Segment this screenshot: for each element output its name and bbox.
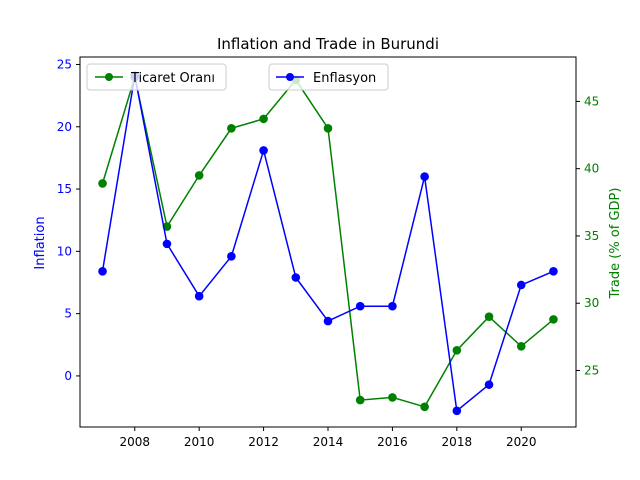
series-trade-point: [388, 393, 397, 402]
y-axis-right-label: Trade (% of GDP): [608, 188, 623, 300]
x-tick-label: 2014: [313, 435, 344, 449]
series-trade-point: [549, 315, 558, 324]
series-trade-point: [98, 179, 107, 188]
series-trade-point: [420, 402, 429, 412]
series-inflation-point: [549, 266, 558, 276]
series-inflation-point: [484, 380, 494, 389]
y-left-tick-label: 20: [57, 120, 72, 134]
x-axis: 2008 2010 2012 2014 2016 2018 2020: [119, 427, 537, 449]
legend-trade: Ticaret Oranı: [86, 63, 227, 91]
legend-inflation-label: Enflasyon: [313, 71, 376, 86]
y-left-tick-label: 10: [57, 244, 72, 258]
legend-trade-swatch-marker: [105, 73, 113, 81]
x-tick-label: 2012: [248, 435, 279, 449]
x-tick-label: 2010: [184, 435, 215, 449]
series-inflation-point: [291, 273, 301, 282]
chart-title: Inflation and Trade in Burundi: [217, 35, 439, 53]
legend-inflation: Enflasyon: [268, 63, 389, 91]
y-right-tick-label: 30: [584, 296, 599, 310]
series-inflation-point: [194, 291, 204, 301]
series-inflation-point: [420, 172, 429, 181]
y-left-tick-label: 0: [64, 369, 72, 383]
series-trade-point: [227, 124, 236, 133]
y-axis-left: 0 5 10 15 20 25: [57, 57, 80, 383]
series-inflation-point: [259, 146, 268, 155]
x-tick-label: 2016: [377, 435, 408, 449]
y-left-tick-label: 25: [57, 57, 72, 71]
y-right-tick-label: 45: [584, 94, 599, 108]
series-trade-point: [194, 171, 204, 180]
series-inflation-point: [323, 316, 333, 326]
series-trade-point: [259, 114, 268, 124]
legend-trade-label: Ticaret Oranı: [130, 71, 215, 86]
y-right-tick-label: 35: [584, 229, 599, 243]
y-left-tick-label: 15: [57, 182, 72, 196]
series-inflation-point: [452, 406, 462, 416]
series-trade-point: [323, 124, 333, 133]
series-trade-point: [355, 395, 365, 405]
series-inflation-point: [355, 301, 365, 311]
y-right-tick-label: 25: [584, 363, 599, 377]
series-layer: [98, 71, 558, 416]
series-trade-point: [516, 341, 526, 351]
y-left-tick-label: 5: [64, 307, 72, 321]
x-tick-label: 2008: [119, 435, 150, 449]
series-inflation-point: [227, 252, 236, 261]
series-inflation: [98, 71, 558, 416]
series-trade-point: [484, 312, 494, 321]
series-inflation-point: [98, 266, 107, 276]
series-inflation-point: [388, 301, 397, 311]
legend-inflation-box: [268, 63, 389, 91]
x-tick-label: 2018: [442, 435, 473, 449]
y-right-tick-label: 40: [584, 162, 599, 176]
series-trade-point: [452, 346, 462, 355]
plot-area: [79, 56, 577, 428]
series-inflation-point: [516, 280, 526, 290]
series-inflation-point: [162, 239, 172, 249]
x-tick-label: 2020: [506, 435, 537, 449]
legend-inflation-swatch-marker: [286, 73, 294, 81]
legend-trade-box: [86, 63, 227, 91]
y-axis-right: 25 30 35 40 45: [576, 94, 599, 377]
y-axis-left-label: Inflation: [33, 216, 48, 269]
